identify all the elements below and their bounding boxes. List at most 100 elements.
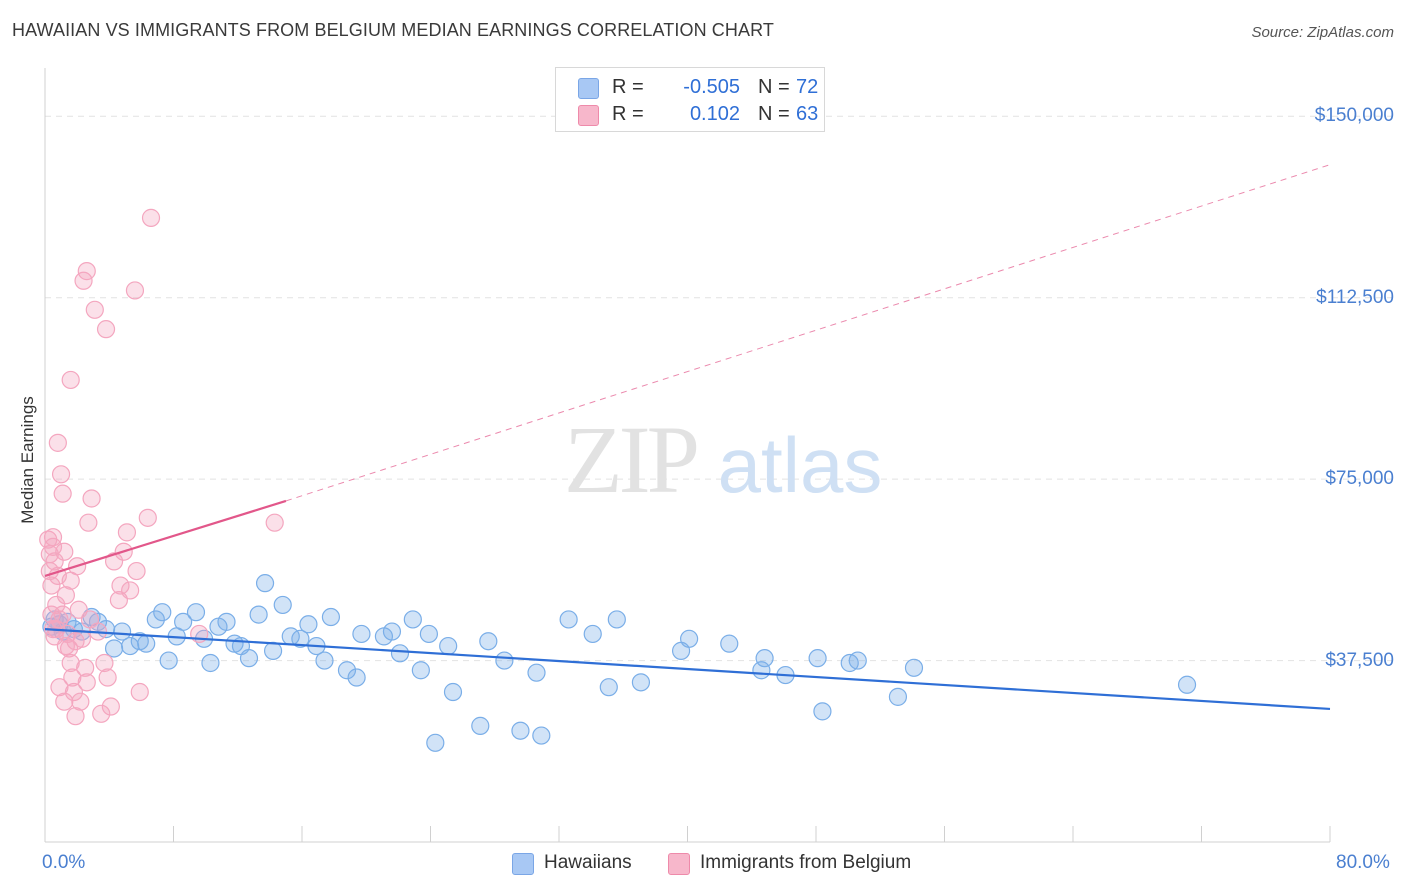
- legend-label-hawaiians: Hawaiians: [544, 852, 632, 873]
- point-hawaiians: [217, 612, 236, 631]
- point-belgium: [55, 692, 74, 711]
- chart-title: HAWAIIAN VS IMMIGRANTS FROM BELGIUM MEDI…: [12, 20, 774, 40]
- watermark-atlas: atlas: [718, 421, 883, 509]
- point-belgium: [130, 682, 149, 702]
- point-belgium: [42, 576, 61, 595]
- y-tick-label: $37,500: [1325, 649, 1394, 671]
- point-belgium: [111, 576, 130, 595]
- y-tick-label: $75,000: [1325, 468, 1394, 490]
- point-belgium: [101, 697, 120, 716]
- point-hawaiians: [495, 651, 514, 670]
- point-belgium: [50, 678, 69, 697]
- point-hawaiians: [146, 610, 165, 629]
- point-belgium: [55, 542, 74, 561]
- legend-r-value: -0.505: [683, 76, 740, 98]
- point-hawaiians: [439, 636, 458, 656]
- point-belgium: [125, 281, 145, 300]
- point-hawaiians: [382, 622, 402, 641]
- point-belgium: [95, 653, 114, 673]
- axis-layer: [44, 68, 1331, 843]
- trend-line-belgium: [44, 499, 287, 577]
- legend-n-label: N =: [758, 103, 790, 125]
- point-hawaiians: [347, 668, 366, 687]
- point-belgium: [50, 610, 69, 629]
- source-label: Source: ZipAtlas.com: [1251, 24, 1394, 41]
- point-belgium: [56, 636, 75, 656]
- point-hawaiians: [532, 726, 551, 745]
- point-belgium: [64, 682, 84, 702]
- point-belgium: [66, 707, 85, 726]
- point-hawaiians: [599, 678, 618, 697]
- y-tick-label: $150,000: [1314, 105, 1394, 127]
- point-hawaiians: [511, 721, 530, 740]
- point-belgium: [121, 581, 140, 600]
- point-belgium: [71, 692, 90, 711]
- point-belgium: [104, 552, 124, 571]
- point-belgium: [127, 561, 146, 581]
- point-hawaiians: [112, 622, 132, 641]
- point-belgium: [66, 632, 85, 651]
- point-belgium: [45, 552, 64, 571]
- point-belgium: [47, 595, 66, 615]
- point-belgium: [74, 271, 93, 290]
- point-belgium: [76, 658, 95, 677]
- point-hawaiians: [337, 661, 357, 680]
- point-hawaiians: [159, 651, 178, 670]
- point-hawaiians: [680, 629, 699, 648]
- point-hawaiians: [137, 634, 156, 653]
- legend-r-label: R =: [612, 76, 644, 98]
- point-belgium: [43, 537, 63, 556]
- point-belgium: [43, 528, 63, 547]
- point-hawaiians: [419, 624, 438, 644]
- legend-swatch-belgium: [668, 853, 690, 875]
- point-hawaiians: [273, 595, 292, 615]
- point-belgium: [138, 508, 157, 527]
- point-belgium: [117, 523, 137, 542]
- point-hawaiians: [471, 716, 490, 735]
- point-hawaiians: [255, 574, 275, 593]
- legend-n-value: 63: [796, 103, 819, 125]
- point-hawaiians: [390, 644, 410, 663]
- point-hawaiians: [720, 634, 739, 653]
- point-belgium: [85, 300, 104, 319]
- point-hawaiians: [443, 682, 463, 702]
- point-belgium: [77, 673, 96, 692]
- point-hawaiians: [607, 610, 626, 629]
- point-belgium: [141, 208, 161, 227]
- point-belgium: [98, 668, 117, 687]
- legend-swatch-hawaiians: [512, 853, 534, 875]
- legend-r-label: R =: [612, 103, 644, 125]
- legend-r-value: 0.102: [689, 103, 740, 125]
- trend-layer: [44, 164, 1331, 711]
- point-hawaiians: [848, 651, 867, 670]
- point-belgium: [82, 489, 101, 508]
- point-hawaiians: [299, 615, 318, 634]
- point-hawaiians: [263, 641, 283, 660]
- point-hawaiians: [201, 653, 220, 673]
- point-hawaiians: [411, 661, 430, 680]
- point-hawaiians: [249, 605, 268, 624]
- point-hawaiians: [315, 651, 334, 670]
- point-hawaiians: [808, 649, 827, 668]
- y-tick-label: $112,500: [1316, 286, 1394, 308]
- point-hawaiians: [186, 603, 206, 622]
- point-hawaiians: [479, 632, 498, 651]
- point-belgium: [59, 639, 79, 658]
- point-hawaiians: [904, 658, 924, 677]
- point-belgium: [61, 370, 80, 390]
- point-belgium: [80, 610, 100, 629]
- point-belgium: [96, 320, 116, 339]
- legend-n-label: N =: [758, 76, 790, 98]
- legend-n-value: 72: [796, 76, 819, 98]
- point-hawaiians: [403, 610, 422, 629]
- point-hawaiians: [104, 639, 124, 658]
- point-belgium: [265, 513, 284, 532]
- legend-swatch-hawaiians: [578, 78, 599, 99]
- grid-layer: [45, 115, 1394, 662]
- legend-swatch-belgium: [578, 105, 599, 126]
- legend-label-belgium: Immigrants from Belgium: [700, 852, 912, 873]
- point-belgium: [63, 668, 82, 687]
- trend-line-hawaiians: [44, 628, 1331, 711]
